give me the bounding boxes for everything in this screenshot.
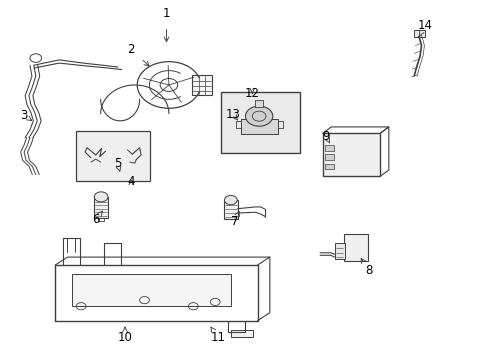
Text: 1: 1 bbox=[163, 7, 170, 42]
Bar bbox=[325, 145, 333, 150]
Bar bbox=[334, 243, 345, 259]
Circle shape bbox=[94, 192, 108, 202]
Circle shape bbox=[245, 106, 272, 126]
Text: 12: 12 bbox=[244, 87, 259, 100]
Bar bbox=[344, 234, 367, 261]
Text: 9: 9 bbox=[322, 130, 329, 144]
Bar bbox=[224, 200, 237, 219]
Text: 2: 2 bbox=[127, 42, 149, 66]
Bar bbox=[94, 197, 108, 218]
Bar bbox=[240, 119, 277, 134]
Bar bbox=[72, 274, 230, 306]
Text: 5: 5 bbox=[114, 157, 121, 171]
Bar bbox=[325, 154, 333, 160]
Bar bbox=[325, 163, 333, 169]
Text: 13: 13 bbox=[225, 108, 240, 121]
Bar bbox=[413, 30, 424, 37]
Text: 10: 10 bbox=[117, 327, 132, 343]
Circle shape bbox=[224, 195, 237, 205]
Bar bbox=[230, 330, 252, 337]
Text: 8: 8 bbox=[361, 258, 372, 277]
Text: 7: 7 bbox=[230, 211, 239, 228]
Text: 6: 6 bbox=[92, 211, 102, 226]
Bar bbox=[192, 75, 211, 95]
Text: 11: 11 bbox=[210, 327, 224, 343]
Bar bbox=[255, 100, 263, 107]
Text: 4: 4 bbox=[127, 175, 135, 188]
Bar bbox=[76, 131, 150, 181]
Bar bbox=[322, 134, 379, 176]
Bar bbox=[221, 92, 300, 153]
Text: 14: 14 bbox=[417, 19, 431, 36]
Text: 3: 3 bbox=[20, 109, 32, 122]
